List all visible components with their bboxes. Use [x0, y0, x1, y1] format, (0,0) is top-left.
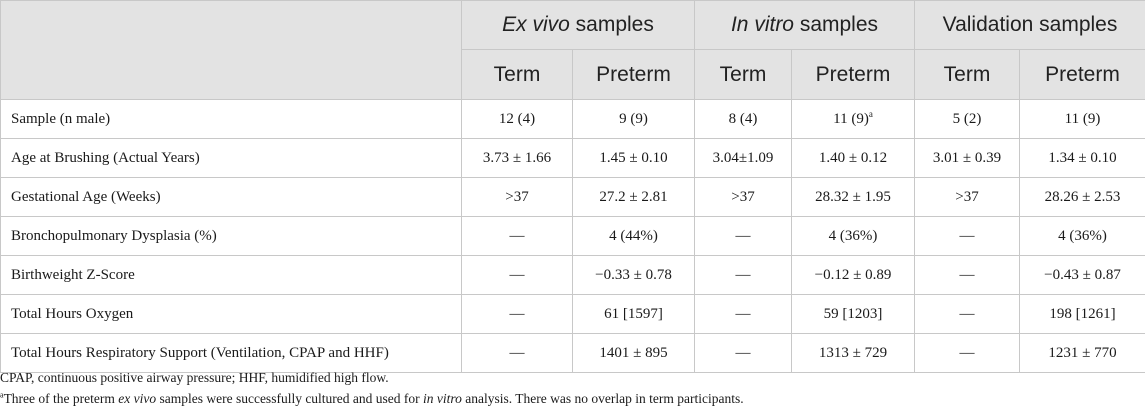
table-cell: 3.01 ± 0.39 [914, 138, 1020, 178]
table-cell: — [914, 255, 1020, 295]
table-row: Total Hours Respiratory Support (Ventila… [0, 333, 1145, 373]
table-cell: 28.32 ± 1.95 [791, 177, 915, 217]
table-cell: — [914, 294, 1020, 334]
table-cell: 1.45 ± 0.10 [572, 138, 695, 178]
abbreviation-note: CPAP, continuous positive airway pressur… [0, 370, 389, 385]
table-cell: 1231 ± 770 [1019, 333, 1145, 373]
group-header-ex-vivo: Ex vivo samples [461, 0, 695, 50]
footnote-a: aThree of the preterm ex vivo samples we… [0, 390, 744, 406]
group-header-in-vitro: In vitro samples [694, 0, 915, 50]
table-cell: 11 (9) [1019, 99, 1145, 139]
table-cell: 8 (4) [694, 99, 792, 139]
table-cell: — [694, 333, 792, 373]
table-cell: 1313 ± 729 [791, 333, 915, 373]
table-cell: 12 (4) [461, 99, 573, 139]
table-cell: 4 (44%) [572, 216, 695, 256]
row-label: Bronchopulmonary Dysplasia (%) [0, 216, 462, 256]
table-cell: 59 [1203] [791, 294, 915, 334]
row-label: Age at Brushing (Actual Years) [0, 138, 462, 178]
row-label: Total Hours Respiratory Support (Ventila… [0, 333, 462, 373]
table-cell: — [694, 216, 792, 256]
subheader-preterm: Preterm [1019, 49, 1145, 100]
table-cell: 198 [1261] [1019, 294, 1145, 334]
table-cell: — [461, 333, 573, 373]
table-cell: >37 [914, 177, 1020, 217]
table-cell: — [461, 255, 573, 295]
subheader-preterm: Preterm [791, 49, 915, 100]
table-cell: — [461, 216, 573, 256]
table-cell: −0.33 ± 0.78 [572, 255, 695, 295]
data-table: Ex vivo samples In vitro samples Validat… [0, 0, 1145, 373]
table-cell: — [914, 216, 1020, 256]
row-label: Sample (n male) [0, 99, 462, 139]
row-label: Birthweight Z-Score [0, 255, 462, 295]
table-row: Birthweight Z-Score — −0.33 ± 0.78 — −0.… [0, 255, 1145, 295]
table-row: Sample (n male) 12 (4) 9 (9) 8 (4) 11 (9… [0, 99, 1145, 139]
table-cell: >37 [694, 177, 792, 217]
table-cell: −0.43 ± 0.87 [1019, 255, 1145, 295]
footnote-marker: a [0, 390, 4, 400]
table-row: Gestational Age (Weeks) >37 27.2 ± 2.81 … [0, 177, 1145, 217]
subheader-preterm: Preterm [572, 49, 695, 100]
table-row: Total Hours Oxygen — 61 [1597] — 59 [120… [0, 294, 1145, 334]
table-cell: — [694, 294, 792, 334]
footnote-marker: a [868, 108, 873, 119]
table-cell: 9 (9) [572, 99, 695, 139]
row-label: Gestational Age (Weeks) [0, 177, 462, 217]
table-row: Age at Brushing (Actual Years) 3.73 ± 1.… [0, 138, 1145, 178]
table-cell: 5 (2) [914, 99, 1020, 139]
table-row: Bronchopulmonary Dysplasia (%) — 4 (44%)… [0, 216, 1145, 256]
table-cell: — [694, 255, 792, 295]
table-cell: — [461, 294, 573, 334]
subheader-term: Term [914, 49, 1020, 100]
table-cell: 4 (36%) [791, 216, 915, 256]
table-cell: — [914, 333, 1020, 373]
table-cell: >37 [461, 177, 573, 217]
subheader-term: Term [461, 49, 573, 100]
table-cell: 4 (36%) [1019, 216, 1145, 256]
table-footnotes: CPAP, continuous positive airway pressur… [0, 367, 744, 409]
table-cell: −0.12 ± 0.89 [791, 255, 915, 295]
table-cell: 1.40 ± 0.12 [791, 138, 915, 178]
table-cell: 3.04±1.09 [694, 138, 792, 178]
subheader-term: Term [694, 49, 792, 100]
table-cell: 27.2 ± 2.81 [572, 177, 695, 217]
table-cell: 28.26 ± 2.53 [1019, 177, 1145, 217]
header-corner [0, 0, 462, 100]
table-cell: 1.34 ± 0.10 [1019, 138, 1145, 178]
row-label: Total Hours Oxygen [0, 294, 462, 334]
table-cell: 61 [1597] [572, 294, 695, 334]
table-cell: 11 (9)a [791, 99, 915, 139]
group-header-validation: Validation samples [914, 0, 1145, 50]
table-cell: 3.73 ± 1.66 [461, 138, 573, 178]
